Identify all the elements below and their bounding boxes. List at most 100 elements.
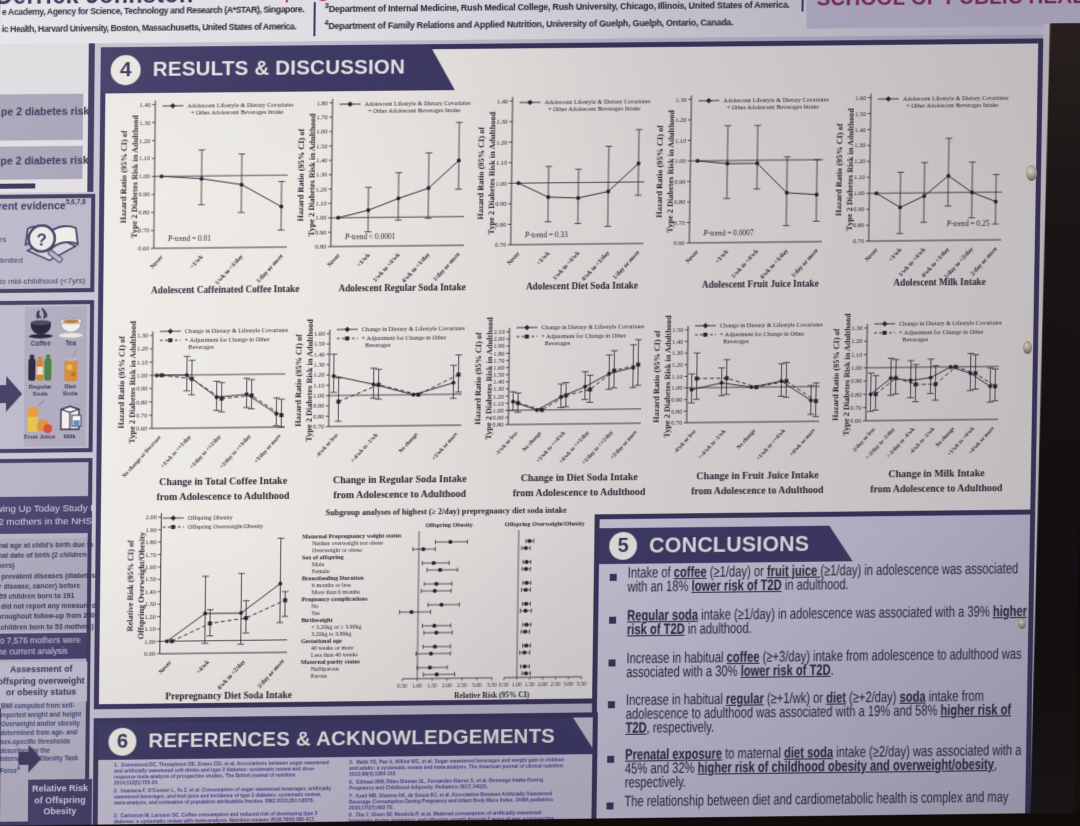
svg-text:Offspring Overweight/Obesity: Offspring Overweight/Obesity [188,523,265,531]
svg-text:+ Adjustment for Change in Oth: + Adjustment for Change in Other [541,333,627,341]
svg-text:0.60: 0.60 [136,426,147,433]
svg-text:+ Adjustment for Change in Oth: + Adjustment for Change in Other [899,329,984,337]
svg-text:<4/wk: <4/wk [196,659,212,675]
svg-text:4/wk to <1/day: 4/wk to <1/day [401,252,431,285]
svg-text:1/day or more: 1/day or more [433,251,462,282]
svg-text:P-trend = 0.0007: P-trend = 0.0007 [702,228,754,237]
svg-text:1.80: 1.80 [493,351,504,358]
svg-text:Beverages: Beverages [902,337,928,344]
svg-text:0.90: 0.90 [313,403,324,410]
svg-text:1.00: 1.00 [493,408,504,415]
svg-text:1.60: 1.60 [316,129,327,136]
svg-text:Never: Never [327,253,342,269]
svg-text:1.00: 1.00 [512,682,522,688]
svg-text:Male: Male [312,562,325,568]
svg-text:Maternal parity status: Maternal parity status [301,658,361,666]
svg-text:P-trend = 0.25: P-trend = 0.25 [946,219,990,228]
svg-text:0.80: 0.80 [671,408,682,415]
svg-text:1.90: 1.90 [145,527,156,534]
svg-text:0.80: 0.80 [138,210,149,217]
svg-text:Change in Regular Soda Intake: Change in Regular Soda Intake [333,474,467,486]
svg-text:Adolescent Fruit Juice Intake: Adolescent Fruit Juice Intake [702,280,819,291]
svg-text:1.20: 1.20 [316,186,327,193]
svg-text:Never: Never [685,249,700,265]
svg-text:2/day or more: 2/day or more [257,658,286,689]
svg-text:0.90: 0.90 [144,651,155,658]
svg-text:Hazard Ratio (95% CI) of: Hazard Ratio (95% CI) of [834,123,844,216]
svg-text:>-4/wk to -1/wk: >-4/wk to -1/wk [698,428,728,460]
svg-text:0.70: 0.70 [674,220,685,227]
svg-text:0.70: 0.70 [495,242,506,249]
svg-text:+ Other Adolescent Beverages I: + Other Adolescent Beverages Intake [191,109,284,117]
svg-text:Beverages: Beverages [365,342,391,349]
svg-text:0.70: 0.70 [136,412,147,419]
svg-text:1.50: 1.50 [525,682,535,688]
svg-text:<1/wk: <1/wk [536,250,552,266]
svg-text:1.20: 1.20 [137,346,148,353]
svg-text:1.30: 1.30 [672,350,683,357]
svg-text:0.80: 0.80 [853,223,864,230]
svg-text:1.20: 1.20 [144,614,155,621]
svg-text:Adolescent Regular Soda Intake: Adolescent Regular Soda Intake [338,283,465,294]
svg-text:Hazard Ratio (95% CI) of: Hazard Ratio (95% CI) of [294,334,304,427]
svg-text:<1/wk: <1/wk [356,252,372,268]
svg-text:Beverages: Beverages [545,340,571,347]
svg-text:2.00: 2.00 [442,683,452,689]
svg-text:Fruit Juice: Fruit Juice [24,434,56,441]
svg-text:1.60: 1.60 [145,564,156,571]
svg-text:1.80: 1.80 [317,100,328,107]
svg-text:0.70: 0.70 [853,238,864,245]
svg-text:1.10: 1.10 [137,359,148,366]
svg-text:1.20: 1.20 [675,117,686,124]
svg-text:1.00: 1.00 [496,180,507,187]
svg-text:Never: Never [158,660,173,676]
svg-text:0.70: 0.70 [138,228,149,235]
svg-text:Change in Dietary & Lifestyle: Change in Dietary & Lifestyle Covariates [541,323,645,331]
svg-text:Change in Dietary & Lifestyle: Change in Dietary & Lifestyle Covariates [185,327,289,335]
svg-text:1.20: 1.20 [496,139,507,146]
svg-text:4/wk to <2/day: 4/wk to <2/day [217,659,247,692]
svg-text:1.30: 1.30 [497,119,508,126]
svg-text:0.80: 0.80 [136,399,147,406]
svg-text:No change: No change [736,428,758,451]
svg-text:1.10: 1.10 [139,156,150,163]
svg-text:0.90: 0.90 [671,397,682,404]
svg-text:1/day or more: 1/day or more [612,250,641,281]
svg-text:1.00: 1.00 [671,385,682,392]
svg-text:2.00: 2.00 [494,336,505,343]
svg-text:1.00: 1.00 [144,639,155,646]
svg-text:1.10: 1.10 [144,626,155,633]
svg-text:1.40: 1.40 [672,339,683,346]
svg-text:1.90: 1.90 [494,343,505,350]
svg-text:Adolescent Diet Soda Intake: Adolescent Diet Soda Intake [526,281,638,292]
svg-text:6 months or less: 6 months or less [312,583,352,589]
svg-text:2.50: 2.50 [457,683,467,689]
svg-text:1.10: 1.10 [493,400,504,407]
svg-text:Hazard Ratio (95% CI) of: Hazard Ratio (95% CI) of [652,330,662,423]
svg-text:0.90: 0.90 [136,386,147,393]
svg-text:Hazard Ratio (95% CI) of: Hazard Ratio (95% CI) of [473,332,483,425]
svg-text:0.90: 0.90 [315,229,326,236]
svg-text:Parous: Parous [311,674,328,680]
svg-text:Gestational age: Gestational age [301,638,342,645]
svg-text:1.30: 1.30 [145,601,156,608]
svg-text:< 3.20kg or ≥ 3.90kg: < 3.20kg or ≥ 3.90kg [311,625,361,632]
svg-text:from Adolescence to Adulthood: from Adolescence to Adulthood [513,487,646,499]
svg-text:+ Other Adolescent Beverages I: + Other Adolescent Beverages Intake [727,104,820,112]
svg-text:Adolescent Caffeinated Coffee: Adolescent Caffeinated Coffee Intake [151,285,299,296]
svg-text:from Adolescence to Adulthood: from Adolescence to Adulthood [156,491,290,503]
svg-text:1.00: 1.00 [313,393,324,400]
svg-text:Adolescent Milk Intake: Adolescent Milk Intake [893,278,986,289]
svg-text:Offspring Obesity: Offspring Obesity [188,514,234,521]
svg-text:1/wk to <4/wk: 1/wk to <4/wk [731,248,761,280]
svg-text:+4/wk or more: +4/wk or more [789,427,817,457]
svg-text:Neither overweight nor obese: Neither overweight nor obese [312,541,383,548]
svg-text:1.30: 1.30 [139,120,150,127]
svg-text:<1/wk: <1/wk [189,254,205,270]
svg-text:1.10: 1.10 [675,138,686,145]
svg-text:+1/wk to <+4/wk: +1/wk to <+4/wk [756,427,788,461]
svg-text:1.20: 1.20 [851,339,862,346]
svg-text:Hazard Ratio (95% CI) of: Hazard Ratio (95% CI) of [117,336,127,429]
svg-text:from Adolescence to Adulthood: from Adolescence to Adulthood [870,483,1003,495]
svg-text:1.10: 1.10 [316,201,327,208]
